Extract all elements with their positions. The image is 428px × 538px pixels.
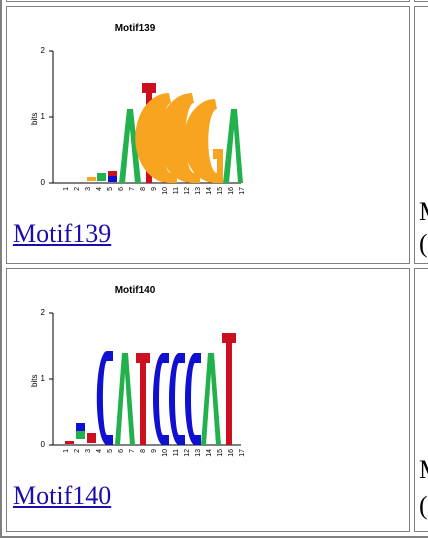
motif140-pos-4: 4	[96, 449, 103, 453]
motif140-tick-label-0: 0	[41, 440, 46, 449]
motif139-pos-17: 17	[239, 187, 246, 195]
motif139-sequence-logo: Motif139 2 1 0 bits 1 2 3 4 5 6 7 8 9 10	[30, 23, 246, 195]
motif140-logo-cell: Motif140 2 1 0 bits 1 2 3 4 5 6 7 8 9 10…	[6, 268, 410, 532]
motif140-pos-11: 11	[173, 449, 180, 456]
motif140-tick-label-2: 2	[41, 308, 46, 317]
motif139-pos-15: 15	[217, 187, 224, 195]
motif140-pos-3: 3	[85, 449, 92, 453]
previous-side-text: S	[419, 0, 428, 3]
motif139-link[interactable]: Motif139	[13, 219, 112, 248]
motif140-pos-6: 6	[118, 449, 125, 453]
motif139-pos-7: 7	[129, 187, 136, 191]
motif139-pos-12: 12	[184, 187, 191, 195]
motif140-pos-10: 10	[162, 449, 169, 457]
motif139-pos-11: 11	[173, 187, 180, 194]
motif140-side-line1: M	[419, 455, 428, 485]
motif139-axis-label: bits	[30, 113, 39, 125]
motif140-tick-label-1: 1	[41, 374, 46, 383]
motif139-position-labels: 1 2 3 4 5 6 7 8 9 10 11 12 13 14 15 16 1…	[63, 187, 246, 195]
motif140-pos-14: 14	[206, 449, 213, 457]
motif139-pos-9: 9	[151, 187, 158, 191]
previous-side-cell: S	[414, 0, 428, 2]
motif140-pos-13: 13	[195, 449, 202, 457]
motif139-tick-label-2: 2	[41, 46, 46, 55]
motif139-pos-3: 3	[85, 187, 92, 191]
motif140-side-cell: M (	[414, 268, 428, 532]
motif139-logo-title: Motif139	[115, 23, 156, 34]
motif139-tick-label-0: 0	[41, 178, 46, 187]
motif140-position-labels: 1 2 3 4 5 6 7 8 9 10 11 12 13 14 15 16 1…	[63, 449, 246, 457]
motif139-pos-8: 8	[140, 187, 147, 191]
motif139-pos-16: 16	[228, 187, 235, 195]
motif139-pos-5: 5	[107, 187, 114, 191]
motif140-pos-5: 5	[107, 449, 114, 453]
motif139-pos-4: 4	[96, 187, 103, 191]
motif139-pos-10: 10	[162, 187, 169, 195]
motif140-letter-stacks	[65, 333, 236, 445]
motif140-pos-17: 17	[239, 449, 246, 457]
motif140-pos-1: 1	[63, 449, 70, 453]
motif140-pos-9: 9	[151, 449, 158, 453]
motif139-logo-cell: Motif139 2 1 0 bits 1 2 3 4 5 6 7 8 9 10	[6, 6, 410, 264]
motif140-link[interactable]: Motif140	[13, 481, 112, 510]
motif140-logo-title: Motif140	[115, 285, 156, 296]
motif140-sequence-logo: Motif140 2 1 0 bits 1 2 3 4 5 6 7 8 9 10…	[30, 285, 246, 457]
previous-logo-cell	[6, 0, 410, 2]
motif140-pos-2: 2	[74, 449, 81, 453]
motif139-side-cell: M (	[414, 6, 428, 264]
motif139-side-line1: M	[419, 197, 428, 227]
motif140-pos-8: 8	[140, 449, 147, 453]
motif139-tick-label-1: 1	[41, 112, 46, 121]
motif140-pos-15: 15	[217, 449, 224, 457]
motif139-pos-6: 6	[118, 187, 125, 191]
motif139-pos-13: 13	[195, 187, 202, 195]
motif140-side-line2: (	[419, 491, 428, 520]
motif140-pos-16: 16	[228, 449, 235, 457]
motif139-pos-1: 1	[63, 187, 70, 191]
motif139-pos-2: 2	[74, 187, 81, 191]
motif140-axis-label: bits	[30, 375, 39, 387]
motif140-pos-12: 12	[184, 449, 191, 457]
motif139-letter-stacks	[87, 83, 243, 183]
motif139-pos-14: 14	[206, 187, 213, 195]
motif139-side-line2: (	[419, 229, 428, 258]
motif140-pos-7: 7	[129, 449, 136, 453]
